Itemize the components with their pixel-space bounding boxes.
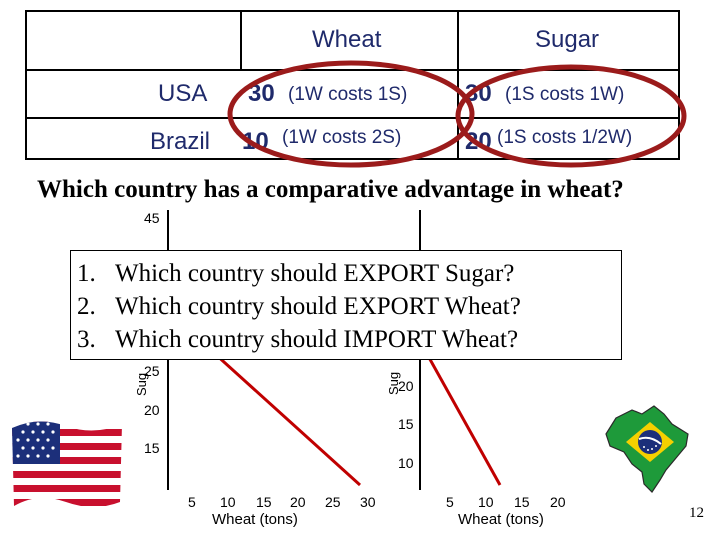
usa-x-axis-label: Wheat (tons) <box>212 511 298 528</box>
usa-x-tick: 30 <box>360 494 376 510</box>
question-number: 2. <box>77 293 96 320</box>
header-sugar: Sugar <box>535 26 600 53</box>
brazil-ppf-line <box>420 344 502 486</box>
question-number: 3. <box>77 326 96 353</box>
brazil-y-tick: 15 <box>398 416 414 432</box>
brazil-x-tick: 20 <box>550 494 566 510</box>
usa-x-tick: 20 <box>290 494 306 510</box>
table-divider <box>457 12 459 158</box>
question-text: Which country should IMPORT Wheat? <box>115 326 519 353</box>
page-number: 12 <box>689 505 704 521</box>
usa-x-tick: 25 <box>325 494 341 510</box>
usa-y-tick: 25 <box>144 363 160 379</box>
usa-x-tick: 10 <box>220 494 236 510</box>
brazil-y-tick: 20 <box>398 378 414 394</box>
usa-flag-icon <box>12 421 122 508</box>
comparison-table <box>25 10 680 160</box>
country-usa: USA <box>158 80 208 107</box>
table-divider <box>27 69 678 71</box>
question-item: 1. Which country should EXPORT Sugar? <box>77 257 621 290</box>
question-number: 1. <box>77 260 96 287</box>
highlight-circles <box>227 60 687 168</box>
brazil-map-icon <box>605 405 689 493</box>
brazil-x-tick: 5 <box>446 494 454 510</box>
question-item: 2. Which country should EXPORT Wheat? <box>77 290 621 323</box>
brazil-x-axis-label: Wheat (tons) <box>458 511 544 528</box>
usa-x-tick: 5 <box>188 494 196 510</box>
table-divider <box>240 12 242 69</box>
usa-sugar-note: (1S costs 1W) <box>505 84 625 105</box>
question-text: Which country should EXPORT Wheat? <box>115 293 521 320</box>
brazil-y-tick: 10 <box>398 455 414 471</box>
wheat-highlight-circle <box>227 60 475 168</box>
sugar-highlight-circle <box>455 64 687 168</box>
table-divider <box>27 117 678 119</box>
brazil-x-tick: 10 <box>478 494 494 510</box>
usa-y-tick: 45 <box>144 210 160 226</box>
usa-y-axis-label: Sug <box>134 372 149 396</box>
brazil-x-tick: 15 <box>514 494 530 510</box>
main-question: Which country has a comparative advantag… <box>37 176 624 203</box>
usa-wheat-note: (1W costs 1S) <box>288 84 408 105</box>
country-brazil: Brazil <box>150 128 211 155</box>
brazil-sugar-note: (1S costs 1/2W) <box>497 127 633 148</box>
header-wheat: Wheat <box>312 26 382 53</box>
usa-y-tick: 20 <box>144 402 160 418</box>
questions-box: 1. Which country should EXPORT Sugar? 2. W… <box>70 250 622 360</box>
usa-y-tick: 15 <box>144 440 160 456</box>
usa-x-tick: 15 <box>256 494 272 510</box>
question-text: Which country should EXPORT Sugar? <box>115 260 515 287</box>
question-item: 3. Which country should IMPORT Wheat? <box>77 323 621 356</box>
brazil-wheat-note: (1W costs 2S) <box>282 127 402 148</box>
